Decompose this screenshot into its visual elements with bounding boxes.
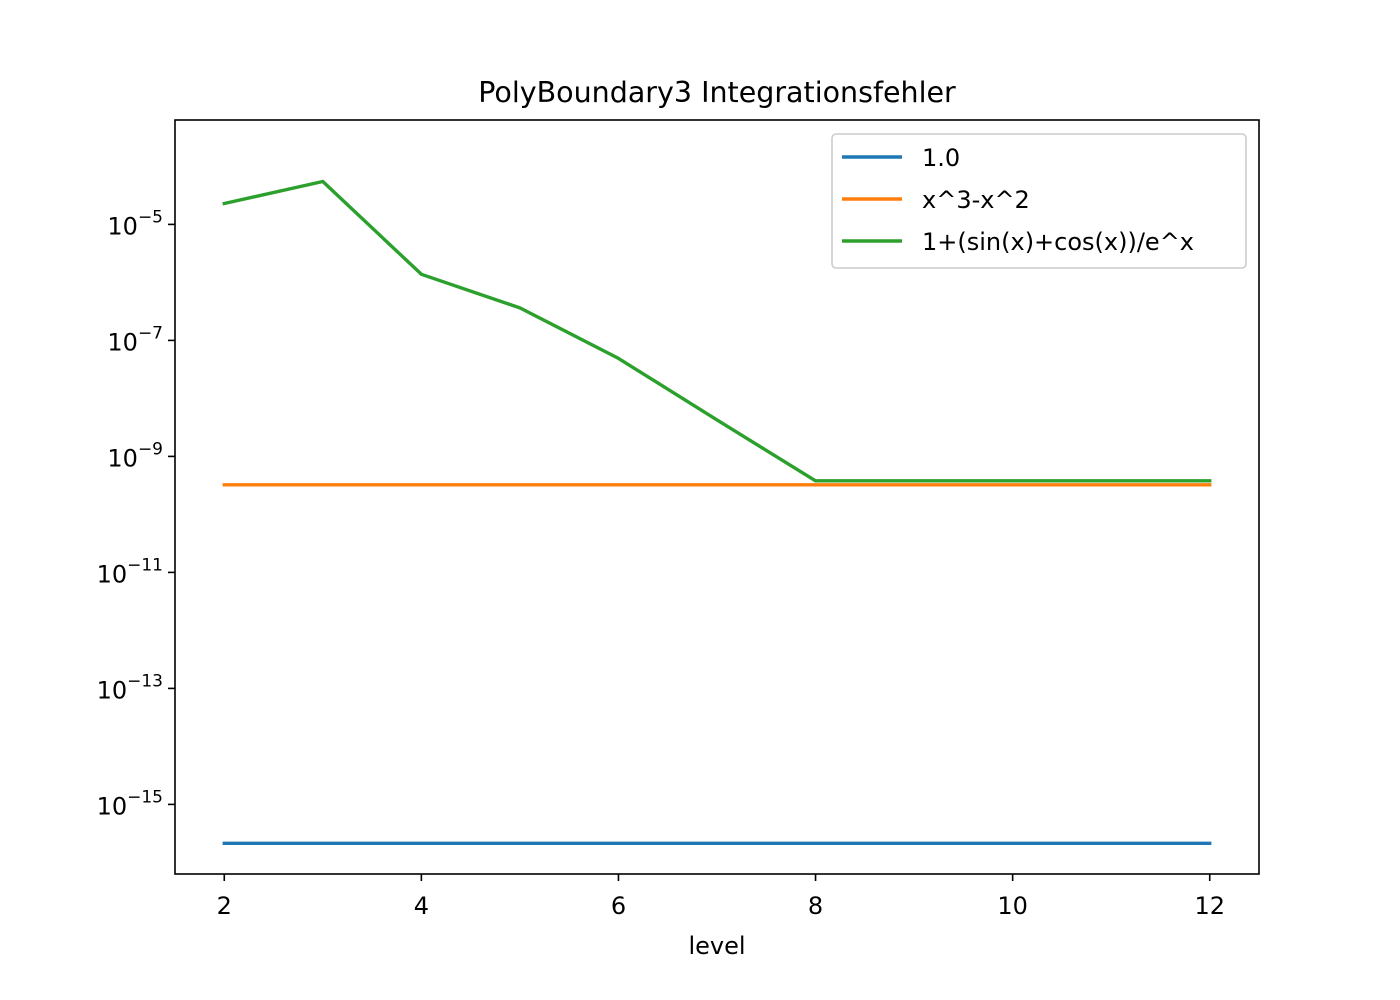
legend-label-1: 1.0 [922,144,960,172]
y-tick-label: 10−11 [97,555,163,588]
x-tick-label: 2 [217,892,232,920]
chart-title: PolyBoundary3 Integrationsfehler [478,76,956,109]
x-tick-label: 8 [808,892,823,920]
x-tick-label: 6 [611,892,626,920]
series-layer [222,179,1212,845]
y-tick-label: 10−7 [107,323,163,356]
x-tick-label: 4 [414,892,429,920]
y-tick-label: 10−15 [97,787,163,820]
legend-label-3: 1+(sin(x)+cos(x))/e^x [922,228,1194,256]
y-tick-label: 10−13 [97,671,163,704]
y-axis: 10−5 10−7 10−9 10−11 10−13 10−15 [97,207,175,820]
legend: 1.0 x^3-x^2 1+(sin(x)+cos(x))/e^x [831,133,1247,269]
x-axis: 2 4 6 8 10 12 [217,874,1225,920]
y-tick-label: 10−9 [107,439,163,472]
plot-frame [174,119,1260,875]
series-line-3 [222,179,1212,483]
x-tick-label: 10 [997,892,1028,920]
x-tick-label: 12 [1194,892,1225,920]
legend-label-2: x^3-x^2 [922,186,1030,214]
x-axis-label: level [688,932,745,960]
legend-frame [831,133,1247,269]
y-tick-label: 10−5 [107,207,163,240]
